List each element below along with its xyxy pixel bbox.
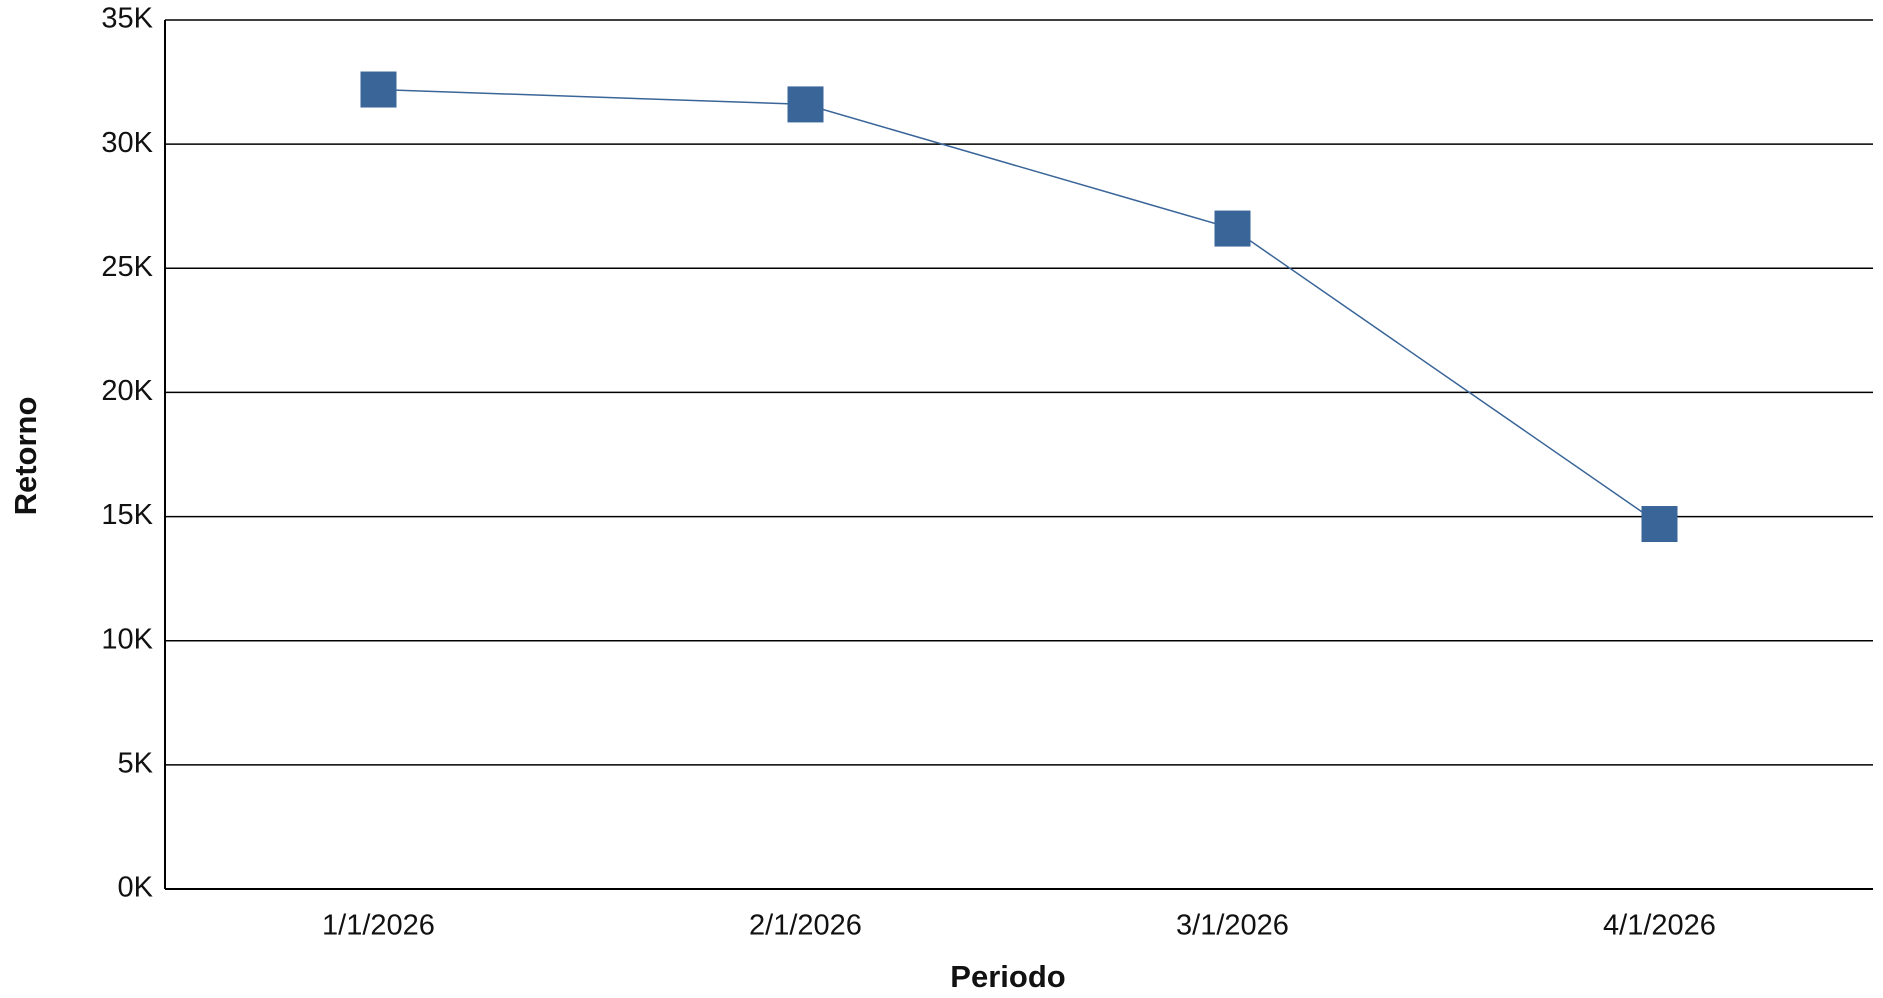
x-tick-label: 3/1/2026 (1176, 910, 1289, 942)
marker (1641, 506, 1678, 543)
y-tick-label: 25K (101, 251, 153, 283)
x-axis-title: Periodo (950, 959, 1065, 994)
x-tick-label: 4/1/2026 (1603, 910, 1716, 942)
y-axis-title: Retorno (8, 397, 43, 516)
y-tick-label: 5K (118, 748, 154, 780)
marker (360, 71, 397, 108)
y-tick-label: 30K (101, 127, 153, 159)
series-line (378, 88, 1660, 525)
y-tick-label: 15K (101, 499, 153, 531)
marker (1214, 210, 1251, 247)
y-tick-label: 10K (101, 623, 153, 655)
x-tick-label: 2/1/2026 (749, 910, 862, 942)
y-tick-label: 0K (118, 872, 154, 904)
marker (787, 86, 824, 123)
y-tick-label: 35K (101, 3, 153, 35)
x-tick-label: 1/1/2026 (322, 910, 435, 942)
y-tick-label: 20K (101, 375, 153, 407)
